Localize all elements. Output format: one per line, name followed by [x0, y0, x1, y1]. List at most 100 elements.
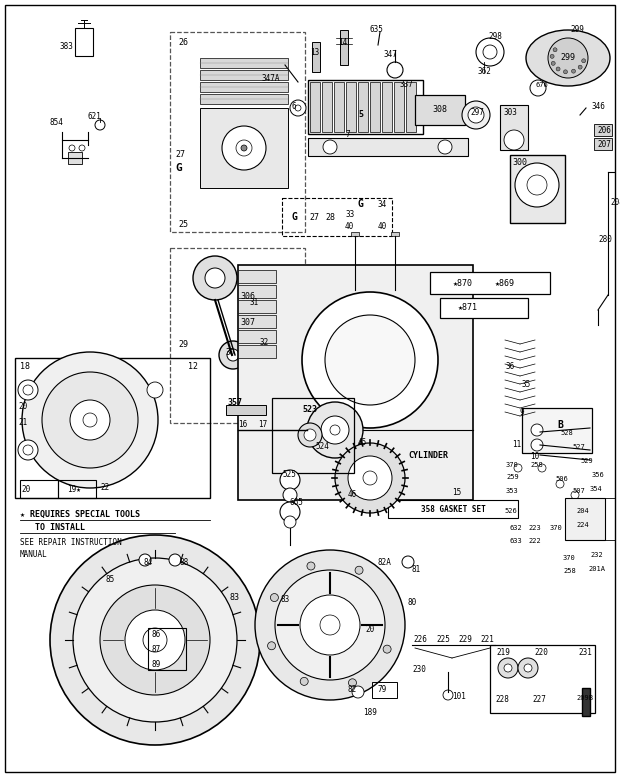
Circle shape	[468, 107, 484, 123]
Bar	[358, 82, 368, 132]
Text: 506: 506	[555, 476, 568, 482]
Text: 11: 11	[512, 440, 521, 449]
Circle shape	[23, 445, 33, 455]
Text: 346: 346	[592, 102, 606, 111]
Text: 258: 258	[530, 462, 542, 468]
Circle shape	[236, 140, 252, 156]
Ellipse shape	[526, 30, 610, 86]
Text: 9: 9	[520, 408, 525, 417]
Text: 228: 228	[495, 695, 509, 704]
Circle shape	[18, 380, 38, 400]
Circle shape	[330, 425, 340, 435]
Circle shape	[321, 416, 349, 444]
Text: 299: 299	[570, 25, 584, 34]
Text: 26: 26	[178, 38, 188, 47]
Text: 354: 354	[590, 486, 603, 492]
Text: 307: 307	[240, 318, 255, 327]
Circle shape	[227, 349, 239, 361]
Text: 14: 14	[338, 38, 347, 47]
Text: 223: 223	[528, 525, 541, 531]
Text: 258: 258	[563, 568, 576, 574]
Bar	[351, 232, 359, 236]
Text: 28: 28	[325, 212, 335, 221]
Circle shape	[551, 61, 556, 65]
Bar	[200, 108, 288, 188]
Text: SEE REPAIR INSTRUCTION: SEE REPAIR INSTRUCTION	[20, 538, 122, 547]
Text: 370: 370	[550, 525, 563, 531]
Text: 222: 222	[528, 538, 541, 544]
Bar	[58, 480, 96, 498]
Circle shape	[70, 400, 110, 440]
Bar	[200, 70, 288, 80]
Bar	[406, 82, 416, 132]
Bar	[510, 155, 565, 223]
Text: 221: 221	[480, 635, 494, 644]
Bar	[282, 198, 392, 236]
Text: ★869: ★869	[495, 278, 515, 287]
Bar	[440, 298, 528, 318]
Bar	[370, 82, 380, 132]
Text: 10: 10	[530, 452, 539, 461]
Text: 220: 220	[534, 648, 548, 657]
Circle shape	[307, 402, 363, 458]
Text: 20: 20	[18, 402, 27, 411]
Bar	[565, 498, 605, 540]
Text: TO INSTALL: TO INSTALL	[20, 523, 85, 532]
Bar	[68, 152, 82, 164]
Bar	[15, 358, 210, 498]
Text: 25: 25	[178, 220, 188, 229]
Circle shape	[283, 488, 297, 502]
Bar	[200, 82, 288, 92]
Text: 35: 35	[522, 380, 531, 389]
Text: 280: 280	[598, 235, 612, 244]
Text: 204: 204	[576, 508, 589, 514]
Text: 300: 300	[512, 158, 527, 167]
Text: 370: 370	[563, 555, 576, 561]
Text: 227: 227	[532, 695, 546, 704]
Circle shape	[363, 471, 377, 485]
Circle shape	[402, 556, 414, 568]
Text: 528: 528	[560, 430, 573, 436]
Bar	[582, 688, 590, 716]
Circle shape	[290, 100, 306, 116]
Text: 507: 507	[572, 488, 585, 494]
Circle shape	[531, 424, 543, 436]
Text: 40: 40	[378, 222, 388, 231]
Text: 229: 229	[458, 635, 472, 644]
Text: 5: 5	[358, 110, 363, 119]
Bar	[170, 32, 305, 232]
Text: 84: 84	[144, 558, 153, 567]
Circle shape	[335, 443, 405, 513]
Bar	[500, 105, 528, 150]
Circle shape	[298, 423, 322, 447]
Circle shape	[571, 491, 579, 499]
Text: 219: 219	[496, 648, 510, 657]
Text: 358 GASKET SET: 358 GASKET SET	[420, 504, 485, 514]
Circle shape	[383, 645, 391, 653]
Text: 527: 527	[572, 444, 585, 450]
Text: 19★: 19★	[67, 485, 81, 493]
Text: ★871: ★871	[458, 304, 478, 312]
Circle shape	[438, 140, 452, 154]
Circle shape	[257, 353, 267, 363]
Text: 383: 383	[60, 42, 74, 51]
Circle shape	[139, 554, 151, 566]
Circle shape	[193, 256, 237, 300]
Circle shape	[79, 145, 85, 151]
Circle shape	[205, 268, 225, 288]
Circle shape	[498, 658, 518, 678]
Circle shape	[42, 372, 138, 468]
Text: 22: 22	[100, 483, 109, 492]
Circle shape	[100, 585, 210, 695]
Text: 101: 101	[452, 692, 466, 701]
Circle shape	[527, 175, 547, 195]
Bar	[170, 248, 305, 423]
Bar	[340, 30, 348, 65]
Text: 297: 297	[470, 108, 484, 117]
Circle shape	[295, 105, 301, 111]
Circle shape	[280, 470, 300, 490]
Circle shape	[564, 70, 567, 74]
Circle shape	[349, 284, 361, 296]
Text: 27: 27	[175, 150, 185, 159]
Bar	[372, 682, 397, 698]
